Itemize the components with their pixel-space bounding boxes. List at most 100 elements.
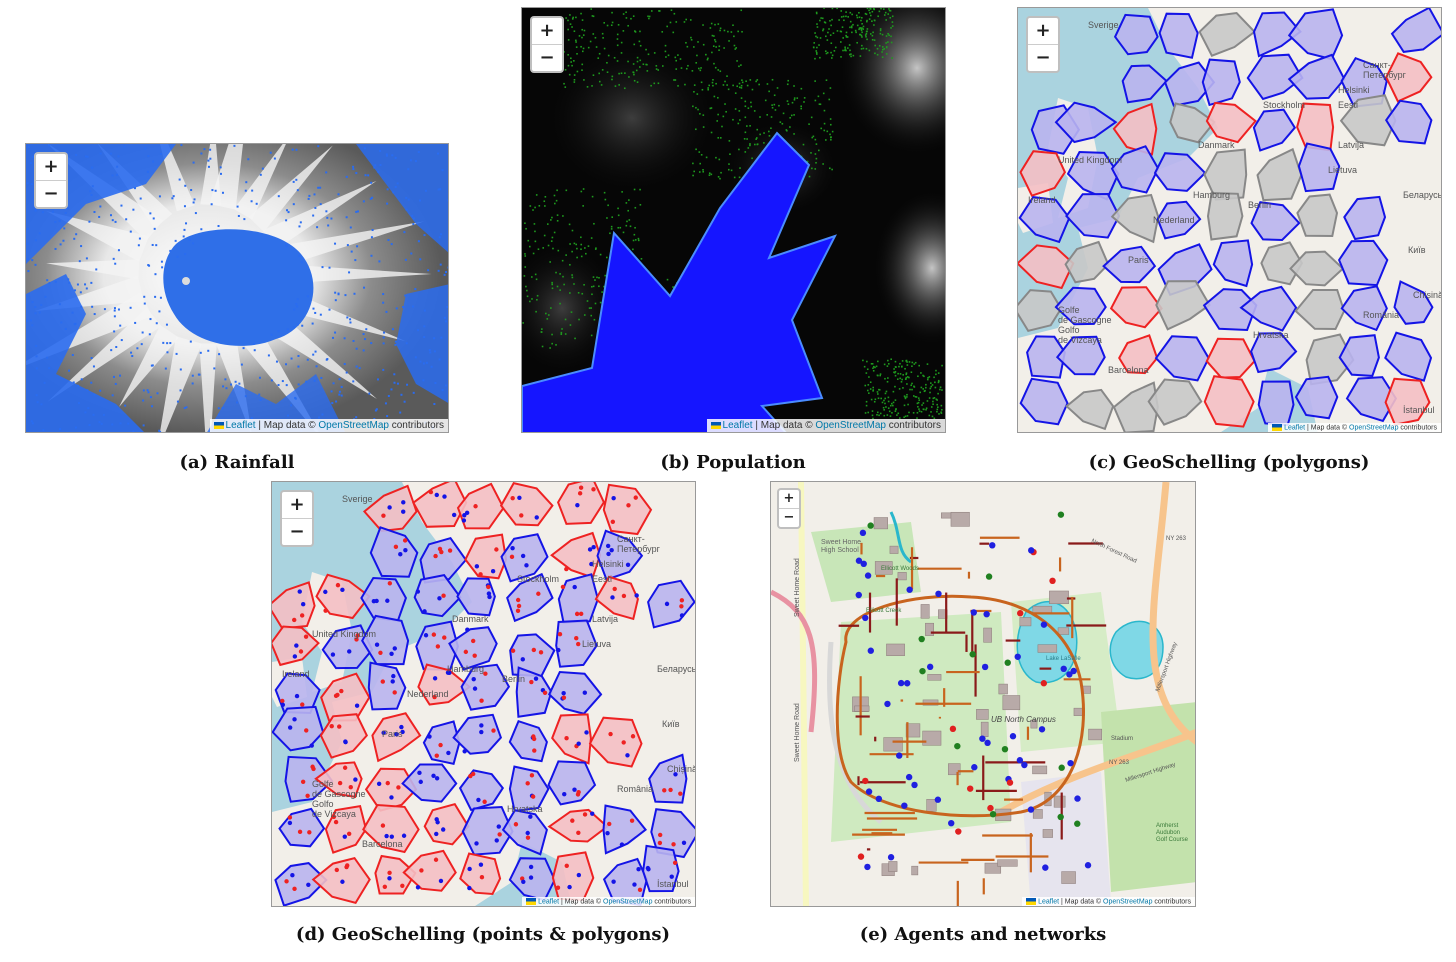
zoom-out-button[interactable]: − (779, 508, 799, 527)
region-polygon[interactable] (1018, 289, 1063, 333)
agent[interactable] (984, 739, 991, 747)
region-polygon[interactable] (1345, 376, 1398, 423)
agent[interactable] (1066, 671, 1073, 678)
region-polygon[interactable] (642, 844, 680, 893)
agent[interactable] (918, 635, 925, 643)
region-polygon[interactable] (1287, 53, 1346, 100)
map-panel-geoschelling-polygons[interactable]: Sverige Helsinki Санкт-Петербург Eesti Stock… (1017, 7, 1442, 433)
region-polygon[interactable] (1384, 331, 1433, 382)
agent[interactable] (904, 680, 911, 687)
agent[interactable] (979, 735, 986, 742)
region-polygon[interactable] (315, 573, 371, 620)
agent[interactable] (855, 591, 862, 599)
region-polygon[interactable] (1198, 11, 1256, 57)
zoom-in-button[interactable]: + (289, 494, 305, 515)
agent[interactable] (1040, 680, 1048, 687)
agent[interactable] (1057, 813, 1064, 821)
agent[interactable] (1038, 726, 1046, 733)
region-polygon[interactable] (1205, 101, 1257, 144)
zoom-out-button[interactable]: − (532, 44, 562, 71)
agent[interactable] (862, 614, 869, 622)
region-polygon[interactable] (1054, 286, 1107, 326)
zoom-in-button[interactable]: + (783, 491, 795, 506)
osm-link[interactable]: OpenStreetMap (603, 898, 653, 905)
region-polygon[interactable] (547, 808, 609, 843)
agent[interactable] (1027, 806, 1035, 813)
region-polygon[interactable] (1018, 244, 1075, 290)
agent[interactable] (906, 586, 913, 593)
region-polygon[interactable] (458, 769, 505, 812)
agent[interactable] (955, 828, 962, 835)
region-polygon[interactable] (1019, 150, 1067, 197)
zoom-in-button[interactable]: + (1035, 20, 1051, 41)
region-polygon[interactable] (1203, 148, 1248, 201)
agent[interactable] (970, 609, 977, 616)
agent[interactable] (905, 773, 913, 781)
agent[interactable] (987, 804, 994, 812)
region-polygon[interactable] (508, 765, 550, 813)
agent[interactable] (859, 529, 867, 537)
region-polygon[interactable] (1252, 108, 1297, 152)
region-polygon[interactable] (362, 803, 420, 854)
region-polygon[interactable] (448, 626, 498, 671)
osm-link[interactable]: OpenStreetMap (318, 420, 389, 431)
region-polygon[interactable] (1296, 193, 1339, 238)
region-polygon[interactable] (1065, 388, 1115, 431)
agent[interactable] (1058, 764, 1065, 771)
region-polygon[interactable] (1205, 337, 1256, 379)
region-polygon[interactable] (1019, 377, 1069, 426)
agent[interactable] (1004, 659, 1011, 666)
leaflet-link[interactable]: Leaflet (722, 420, 753, 431)
region-polygon[interactable] (1305, 333, 1355, 386)
map-panel-geoschelling-points[interactable]: Sverige Helsinki Санкт-Петербург Eesti Stock… (271, 481, 696, 907)
region-polygon[interactable] (1257, 380, 1295, 426)
region-polygon[interactable] (1340, 285, 1388, 332)
region-polygon[interactable] (1064, 240, 1110, 284)
region-polygon[interactable] (460, 663, 511, 711)
agent[interactable] (969, 651, 976, 658)
region-polygon[interactable] (1112, 102, 1158, 156)
agent[interactable] (919, 667, 926, 675)
agent[interactable] (897, 679, 905, 687)
region-polygon[interactable] (401, 763, 458, 803)
region-polygon[interactable] (1339, 94, 1397, 147)
region-polygon[interactable] (547, 760, 597, 806)
region-polygon[interactable] (1054, 101, 1118, 144)
region-polygon[interactable] (522, 131, 838, 433)
region-polygon[interactable] (1250, 332, 1298, 374)
zoom-in-button[interactable]: + (539, 20, 555, 41)
region-polygon[interactable] (456, 577, 496, 617)
agent[interactable] (954, 742, 961, 750)
region-polygon[interactable] (1260, 241, 1304, 286)
leaflet-link[interactable]: Leaflet (225, 420, 256, 431)
agent[interactable] (911, 781, 918, 789)
agent[interactable] (1040, 621, 1048, 628)
leaflet-link[interactable]: Leaflet (1284, 424, 1306, 431)
region-polygon[interactable] (1018, 196, 1071, 244)
agent[interactable] (989, 810, 997, 818)
agent[interactable] (1006, 779, 1014, 786)
agent[interactable] (857, 853, 865, 860)
region-polygon[interactable] (1201, 58, 1241, 107)
agent[interactable] (926, 663, 934, 671)
agent[interactable] (1017, 610, 1024, 617)
region-polygon[interactable] (1113, 13, 1159, 56)
agent[interactable] (884, 700, 891, 708)
agent[interactable] (1014, 653, 1021, 660)
region-polygon[interactable] (459, 852, 502, 896)
region-polygon[interactable] (1153, 152, 1207, 192)
region-polygon[interactable] (650, 808, 696, 859)
region-polygon[interactable] (1294, 375, 1339, 420)
region-polygon[interactable] (1110, 145, 1160, 194)
agent[interactable] (1074, 820, 1081, 827)
zoom-out-button[interactable]: − (1028, 44, 1058, 71)
map-panel-agents-networks[interactable]: Sweet Home Road Sweet Home Road Sweet Ho… (770, 481, 1196, 907)
agent[interactable] (887, 854, 895, 861)
region-polygon[interactable] (374, 854, 417, 895)
region-polygon[interactable] (1110, 193, 1160, 244)
region-polygon[interactable] (284, 755, 334, 803)
region-polygon[interactable] (413, 573, 462, 618)
region-polygon[interactable] (1112, 381, 1159, 433)
region-polygon[interactable] (272, 705, 325, 752)
agent[interactable] (1057, 511, 1065, 518)
